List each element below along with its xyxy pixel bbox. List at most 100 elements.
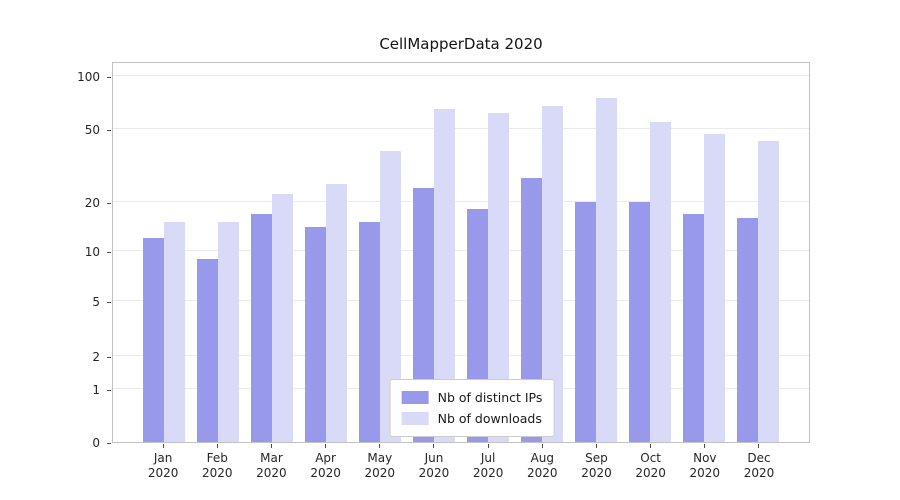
x-tick-dec: Dec 2020: [732, 444, 786, 481]
x-tick-sep: Sep 2020: [569, 444, 623, 481]
legend-row-distinct-ips: Nb of distinct IPs: [401, 387, 543, 408]
y-tick-mark-10: [107, 252, 111, 254]
x-tick-label-year: 2020: [635, 466, 666, 480]
x-tick-jul: Jul 2020: [461, 444, 515, 481]
y-axis: 0 1 2 5 10 20 50 100: [0, 62, 112, 450]
bar-group-jun: [407, 63, 461, 442]
x-tick-mark-jul: [487, 444, 489, 448]
x-tick-may: May 2020: [353, 444, 407, 481]
y-tick-label-100: 100: [77, 69, 100, 84]
x-tick-apr: Apr 2020: [299, 444, 353, 481]
bar-group-aug: [515, 63, 569, 442]
x-tick-mark-jan: [162, 444, 164, 448]
bar-group-nov: [677, 63, 731, 442]
y-tick-mark-2: [107, 356, 111, 358]
x-tick-label-year: 2020: [256, 466, 287, 480]
x-tick-label-month: Aug: [530, 451, 554, 465]
x-tick-label-year: 2020: [364, 466, 396, 480]
bar-downloads-feb: [218, 222, 239, 442]
x-tick-aug: Aug 2020: [515, 444, 569, 481]
bar-distinct-ips-oct: [629, 202, 650, 442]
x-tick-label-month: Nov: [693, 451, 717, 465]
y-tick-label-2: 2: [92, 349, 100, 364]
x-tick-mark-may: [379, 444, 381, 448]
bar-downloads-jul: [488, 112, 509, 442]
legend-label-distinct-ips: Nb of distinct IPs: [437, 390, 543, 405]
x-tick-label-month: Sep: [585, 451, 608, 465]
x-tick-label-year: 2020: [418, 466, 450, 480]
y-tick-mark-100: [107, 76, 111, 78]
bar-group-jan: [137, 63, 191, 442]
bar-downloads-nov: [704, 134, 725, 442]
x-tick-mar: Mar 2020: [244, 444, 298, 481]
bar-group-may: [353, 63, 407, 442]
bar-group-dec: [731, 63, 785, 442]
bar-distinct-ips-jan: [143, 238, 164, 442]
x-tick-label-year: 2020: [581, 466, 612, 480]
legend-row-downloads: Nb of downloads: [401, 408, 543, 429]
y-tick-mark-50: [107, 130, 111, 132]
x-tick-mark-oct: [650, 444, 652, 448]
x-tick-jan: Jan 2020: [136, 444, 190, 481]
x-tick-mark-apr: [325, 444, 327, 448]
x-tick-label-year: 2020: [147, 466, 179, 480]
bar-distinct-ips-sep: [575, 202, 596, 442]
x-tick-mark-nov: [704, 444, 706, 448]
bar-downloads-may: [380, 151, 401, 442]
y-tick-label-0: 0: [92, 436, 100, 450]
x-tick-mark-mar: [270, 444, 272, 448]
bar-distinct-ips-feb: [197, 258, 218, 442]
y-tick-label-10: 10: [84, 245, 100, 260]
x-tick-label-month: May: [367, 451, 393, 465]
x-tick-label-month: Oct: [640, 451, 661, 465]
bar-distinct-ips-dec: [737, 217, 758, 442]
x-tick-label-year: 2020: [472, 466, 504, 480]
bar-downloads-mar: [272, 194, 293, 442]
gridline-y50: [113, 128, 809, 130]
x-tick-mark-dec: [758, 444, 760, 448]
x-tick-nov: Nov 2020: [678, 444, 732, 481]
y-tick-mark-0: [107, 443, 111, 444]
bar-downloads-dec: [758, 141, 779, 442]
x-tick-mark-aug: [541, 444, 543, 448]
bar-downloads-jun: [434, 109, 455, 442]
x-tick-label-month: Apr: [315, 451, 336, 465]
y-tick-mark-20: [107, 202, 111, 204]
legend-swatch-distinct-ips: [401, 391, 429, 404]
x-tick-label-year: 2020: [527, 466, 558, 480]
y-tick-label-50: 50: [84, 123, 100, 138]
x-tick-label-month: Feb: [206, 451, 228, 465]
legend: Nb of distinct IPs Nb of downloads: [389, 379, 555, 437]
bars-row: [113, 63, 809, 442]
x-axis: Jan 2020 Feb 2020 Mar 2020 Apr 2020 May 2020 Jun 20…: [112, 444, 810, 481]
bar-distinct-ips-jun: [413, 187, 434, 442]
bar-group-feb: [191, 63, 245, 442]
bar-downloads-oct: [650, 121, 671, 442]
gridline-y5: [113, 300, 809, 302]
legend-label-downloads: Nb of downloads: [437, 411, 542, 426]
bar-downloads-apr: [326, 184, 347, 442]
bar-distinct-ips-aug: [521, 178, 542, 442]
bar-distinct-ips-apr: [305, 227, 326, 442]
gridline-y100: [113, 74, 809, 76]
x-tick-label-month: Jul: [480, 451, 496, 465]
bar-downloads-aug: [542, 105, 563, 442]
chart-title: CellMapperData 2020: [379, 35, 543, 53]
bar-distinct-ips-may: [359, 222, 380, 442]
x-tick-feb: Feb 2020: [190, 444, 244, 481]
y-tick-mark-1: [107, 390, 111, 392]
x-tick-oct: Oct 2020: [624, 444, 678, 481]
y-tick-mark-5: [107, 302, 111, 304]
gridline-y2: [113, 354, 809, 356]
gridline-y20: [113, 200, 809, 202]
x-tick-mark-feb: [216, 444, 218, 448]
bar-group-oct: [623, 63, 677, 442]
y-tick-label-1: 1: [92, 383, 100, 398]
y-tick-label-20: 20: [84, 195, 100, 210]
x-tick-label-month: Jun: [424, 451, 444, 465]
bar-group-apr: [299, 63, 353, 442]
x-tick-mark-sep: [595, 444, 597, 448]
bar-downloads-sep: [596, 98, 617, 442]
x-tick-mark-jun: [433, 444, 435, 448]
